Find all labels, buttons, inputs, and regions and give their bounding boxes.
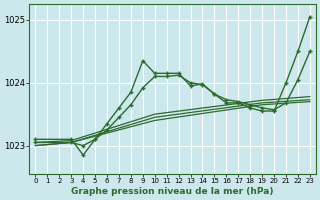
X-axis label: Graphe pression niveau de la mer (hPa): Graphe pression niveau de la mer (hPa) (71, 187, 274, 196)
